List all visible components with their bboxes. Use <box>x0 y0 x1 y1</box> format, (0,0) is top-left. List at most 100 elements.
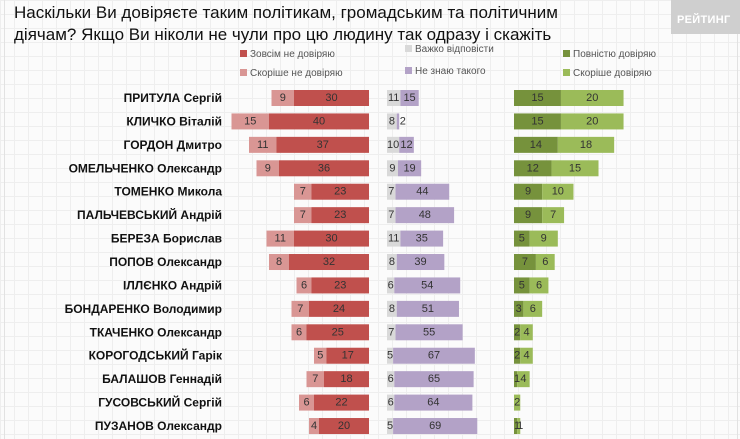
bar-hard-to-say <box>387 183 396 200</box>
data-label-hard-to-say: 6 <box>388 279 394 291</box>
data-label-dont-know: 48 <box>419 209 431 221</box>
data-label-not-trust-at-all: 23 <box>334 209 346 221</box>
legend-label: Скоріше довіряю <box>573 68 652 79</box>
legend-swatch <box>240 69 247 76</box>
legend-swatch <box>405 45 412 52</box>
category-label: ПАЛЬЧЕВСЬКИЙ Андрій <box>77 207 222 222</box>
data-label-not-trust-at-all: 40 <box>313 115 325 127</box>
data-label-dont-know: 35 <box>416 233 428 245</box>
data-label-fully-trust: 15 <box>531 92 543 104</box>
data-label-fully-trust: 3 <box>516 303 522 315</box>
data-label-dont-know: 65 <box>428 373 440 385</box>
data-label-rather-not-trust: 9 <box>280 92 286 104</box>
data-label-rather-trust: 7 <box>550 209 556 221</box>
category-label: БЕРЕЗА Борислав <box>111 232 222 246</box>
bar-not-trust-at-all <box>269 113 369 130</box>
data-label-dont-know: 12 <box>400 139 412 151</box>
data-label-dont-know: 54 <box>421 279 433 291</box>
category-label: КЛИЧКО Віталій <box>126 114 222 128</box>
bar-hard-to-say <box>387 347 394 364</box>
bar-not-trust-at-all <box>311 277 369 294</box>
bar-fully-trust <box>514 418 518 435</box>
data-label-dont-know: 67 <box>428 350 440 362</box>
bar-fully-trust <box>514 207 543 224</box>
bar-dont-know <box>397 160 422 177</box>
bar-rather-trust <box>517 371 530 388</box>
bar-hard-to-say <box>387 394 395 411</box>
data-label-rather-not-trust: 11 <box>257 139 268 151</box>
data-label-rather-not-trust: 6 <box>303 397 309 409</box>
bar-fully-trust <box>514 300 524 317</box>
bar-dont-know <box>400 90 419 106</box>
legend-swatch <box>563 50 570 57</box>
bar-dont-know <box>400 230 444 247</box>
category-label: БОНДАРЕНКО Володимир <box>65 302 222 316</box>
data-label-not-trust-at-all: 23 <box>334 279 346 291</box>
legend-label: Важко відповісти <box>415 44 494 55</box>
data-label-dont-know: 69 <box>429 420 441 432</box>
data-label-not-trust-at-all: 17 <box>342 350 354 362</box>
bar-not-trust-at-all <box>311 183 369 200</box>
legend-item-rather-not-trust: Скоріше не довіряю <box>240 68 343 79</box>
data-label-fully-trust: 14 <box>530 139 542 151</box>
bar-rather-trust <box>535 254 555 271</box>
data-label-fully-trust: 7 <box>522 256 528 268</box>
data-label-hard-to-say: 11 <box>388 92 399 104</box>
bar-fully-trust <box>514 183 543 200</box>
category-label: ГОРДОН Дмитро <box>124 138 222 152</box>
data-label-dont-know: 44 <box>416 186 428 198</box>
data-label-rather-trust: 6 <box>536 279 542 291</box>
data-label-not-trust-at-all: 20 <box>338 420 350 432</box>
bar-rather-not-trust <box>306 371 324 388</box>
legend-item-not-trust-at-all: Зовсім не довіряю <box>240 49 335 60</box>
data-label-rather-not-trust: 15 <box>244 115 256 127</box>
legend-swatch <box>405 67 412 74</box>
legend-swatch <box>240 50 247 57</box>
bar-not-trust-at-all <box>294 230 369 247</box>
category-label: ОМЕЛЬЧЕНКО Олександр <box>69 161 222 175</box>
bar-rather-trust <box>542 183 574 200</box>
data-label-rather-not-trust: 7 <box>300 209 306 221</box>
data-label-rather-trust: 10 <box>552 186 564 198</box>
bar-dont-know <box>396 300 459 317</box>
bar-rather-not-trust <box>291 300 309 317</box>
data-label-not-trust-at-all: 30 <box>325 233 337 245</box>
data-label-rather-not-trust: 7 <box>297 303 303 315</box>
data-label-not-trust-at-all: 36 <box>318 162 330 174</box>
brand-text: РЕЙТИНГ <box>677 14 731 26</box>
bar-dont-know <box>393 418 478 435</box>
data-label-dont-know: 19 <box>403 162 415 174</box>
bar-rather-not-trust <box>296 277 312 294</box>
bar-hard-to-say <box>387 418 394 435</box>
category-label: ГУСОВСЬКИЙ Сергій <box>98 395 222 410</box>
bar-rather-trust <box>514 394 521 411</box>
data-label-hard-to-say: 5 <box>387 350 393 362</box>
bar-rather-not-trust <box>291 324 307 341</box>
data-label-rather-not-trust: 6 <box>301 279 307 291</box>
bar-hard-to-say <box>387 371 395 388</box>
data-label-rather-not-trust: 6 <box>296 326 302 338</box>
bar-fully-trust <box>514 136 558 153</box>
data-label-fully-trust: 1 <box>514 420 520 432</box>
data-label-not-trust-at-all: 23 <box>334 186 346 198</box>
data-label-rather-trust: 1 <box>517 420 523 432</box>
legend-label: Скоріше не довіряю <box>250 68 343 79</box>
bar-not-trust-at-all <box>289 254 369 271</box>
bar-dont-know <box>394 371 474 388</box>
legend-label: Зовсім не довіряю <box>250 49 335 60</box>
bar-rather-not-trust <box>266 230 294 247</box>
bar-fully-trust <box>514 90 561 106</box>
bar-fully-trust <box>514 113 561 130</box>
data-label-fully-trust: 9 <box>525 186 531 198</box>
bar-dont-know <box>399 136 414 153</box>
legend-label: Повністю довіряю <box>573 49 656 60</box>
data-label-not-trust-at-all: 37 <box>317 139 329 151</box>
data-label-hard-to-say: 8 <box>389 256 395 268</box>
data-label-dont-know: 39 <box>414 256 426 268</box>
bar-dont-know <box>396 113 400 130</box>
bar-rather-not-trust <box>249 136 277 153</box>
bar-fully-trust <box>514 371 518 388</box>
bar-hard-to-say <box>387 90 401 106</box>
data-label-not-trust-at-all: 25 <box>332 326 344 338</box>
data-label-rather-trust: 6 <box>530 303 536 315</box>
